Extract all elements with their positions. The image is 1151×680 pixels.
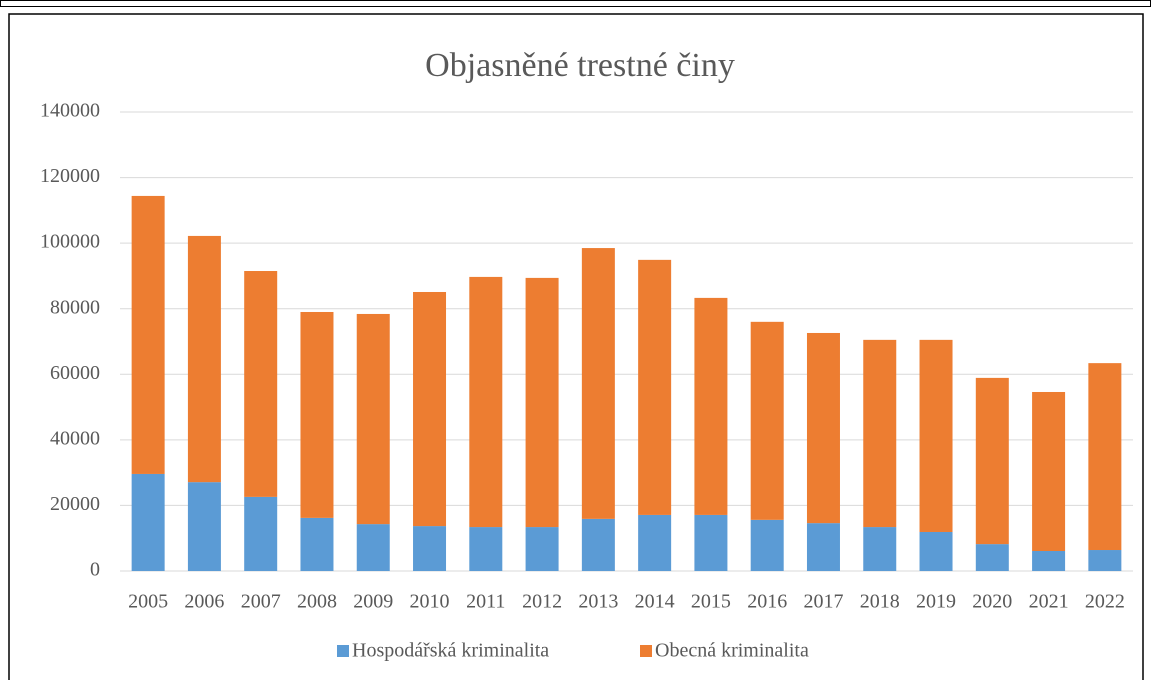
bar-segment <box>244 496 278 571</box>
bar-segment <box>750 519 784 571</box>
bar-segment <box>300 517 334 571</box>
bar-segment <box>413 526 447 571</box>
y-tick-label: 20000 <box>50 493 100 515</box>
bar-segment <box>1088 550 1122 571</box>
x-tick-label: 2019 <box>916 591 956 613</box>
bar-segment <box>469 276 503 528</box>
y-tick-label: 140000 <box>40 100 100 122</box>
bar-segment <box>131 473 165 571</box>
bar-segment <box>638 259 672 515</box>
bar-segment <box>694 514 728 571</box>
x-tick-label: 2007 <box>241 591 281 613</box>
bar-segment <box>525 277 559 528</box>
bar-segment <box>750 321 784 520</box>
x-tick-label: 2016 <box>747 591 787 613</box>
x-tick-label: 2009 <box>353 591 393 613</box>
bar-segment <box>975 544 1009 571</box>
bar-segment <box>131 195 165 474</box>
x-tick-label: 2015 <box>691 591 731 613</box>
bar-segment <box>525 527 559 571</box>
x-tick-label: 2018 <box>860 591 900 613</box>
x-tick-label: 2017 <box>803 591 843 613</box>
x-tick-label: 2014 <box>635 591 675 613</box>
bar-segment <box>1032 391 1066 552</box>
x-tick-label: 2013 <box>578 591 618 613</box>
x-tick-label: 2012 <box>522 591 562 613</box>
x-tick-label: 2010 <box>410 591 450 613</box>
legend-swatch <box>337 645 349 657</box>
bar-segment <box>975 377 1009 545</box>
bar-segment <box>581 518 615 571</box>
bar-segment <box>244 271 278 497</box>
bar-segment <box>581 248 615 519</box>
y-tick-label: 80000 <box>50 296 100 318</box>
bar-segment <box>806 332 840 524</box>
legend-label: Obecná kriminalita <box>655 640 809 662</box>
bar-segment <box>806 523 840 571</box>
bar-segment <box>863 527 897 571</box>
y-tick-label: 60000 <box>50 362 100 384</box>
x-tick-label: 2021 <box>1029 591 1069 613</box>
x-tick-label: 2006 <box>184 591 224 613</box>
x-tick-label: 2011 <box>466 591 505 613</box>
bar-segment <box>694 297 728 515</box>
y-tick-label: 100000 <box>40 231 100 253</box>
bar-segment <box>1032 551 1066 571</box>
bar-segment <box>638 514 672 571</box>
y-tick-label: 40000 <box>50 427 100 449</box>
legend-label: Hospodářská kriminalita <box>352 640 549 662</box>
bar-segment <box>413 291 447 527</box>
x-tick-label: 2005 <box>128 591 168 613</box>
bar-segment <box>1088 363 1122 551</box>
bar-segment <box>919 531 953 571</box>
y-tick-label: 120000 <box>40 165 100 187</box>
bar-segment <box>187 482 221 571</box>
bar-segment <box>863 339 897 528</box>
legend-swatch <box>640 645 652 657</box>
chart-title: Objasněné trestné činy <box>425 47 735 84</box>
bar-segment <box>356 524 390 571</box>
bar-segment <box>919 339 953 532</box>
bar-segment <box>187 235 221 483</box>
bar-segment <box>300 311 334 518</box>
top-frame <box>0 0 1151 7</box>
chart-frame <box>8 13 1144 680</box>
bar-segment <box>469 527 503 571</box>
x-tick-label: 2008 <box>297 591 337 613</box>
y-tick-label: 0 <box>90 559 100 581</box>
x-tick-label: 2022 <box>1085 591 1125 613</box>
bar-segment <box>356 313 390 525</box>
x-tick-label: 2020 <box>972 591 1012 613</box>
